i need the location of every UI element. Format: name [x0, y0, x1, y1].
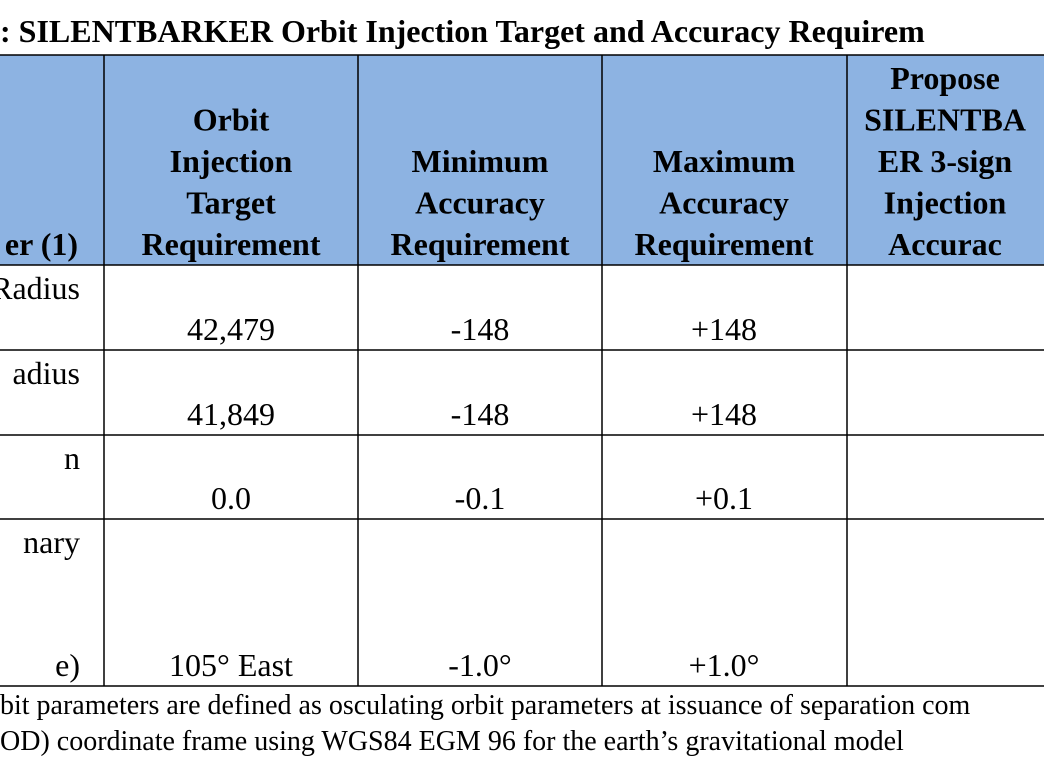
- header-cell-text: Requirement: [142, 226, 321, 262]
- header-cell-text: Orbit: [193, 102, 270, 138]
- target-cell: 42,479: [187, 311, 275, 347]
- max-cell: +1.0°: [689, 647, 760, 683]
- row-label: e): [55, 647, 80, 683]
- header-cell-text: Accuracy: [659, 185, 789, 221]
- max-cell: +148: [691, 311, 757, 347]
- header-cell-text: Propose: [890, 60, 1000, 96]
- grid: [0, 54, 1044, 687]
- header-background: [0, 55, 1044, 265]
- row-label: Radius: [0, 270, 80, 306]
- table-title: : SILENTBARKER Orbit Injection Target an…: [0, 13, 925, 49]
- min-cell: -1.0°: [448, 647, 511, 683]
- min-cell: -148: [451, 396, 510, 432]
- target-cell: 41,849: [187, 396, 275, 432]
- header-cell-text: Requirement: [635, 226, 814, 262]
- footnote-line: OD) coordinate frame using WGS84 EGM 96 …: [0, 726, 904, 757]
- header-cell-text: Accuracy: [415, 185, 545, 221]
- header-cell-text: er (1): [5, 226, 78, 262]
- max-cell: +148: [691, 396, 757, 432]
- row-label: n: [64, 440, 80, 476]
- row-label: adius: [12, 355, 80, 391]
- header-cell-text: Accurac: [888, 226, 1002, 262]
- row-label: nary: [23, 524, 80, 560]
- target-cell: 0.0: [211, 480, 251, 516]
- min-cell: -148: [451, 311, 510, 347]
- header-cell-text: ER 3-sign: [878, 143, 1012, 179]
- header-cell-text: SILENTBA: [864, 102, 1026, 138]
- header-cell-text: Target: [186, 185, 276, 221]
- header-cell-text: Requirement: [391, 226, 570, 262]
- min-cell: -0.1: [455, 480, 506, 516]
- header-cell-text: Injection: [884, 185, 1007, 221]
- header-cell-text: Injection: [170, 143, 293, 179]
- header-cell-text: Maximum: [653, 143, 796, 179]
- target-cell: 105° East: [169, 647, 293, 683]
- footnote-line: bit parameters are defined as osculating…: [0, 690, 971, 721]
- max-cell: +0.1: [695, 480, 753, 516]
- header-cell-text: Minimum: [412, 143, 549, 179]
